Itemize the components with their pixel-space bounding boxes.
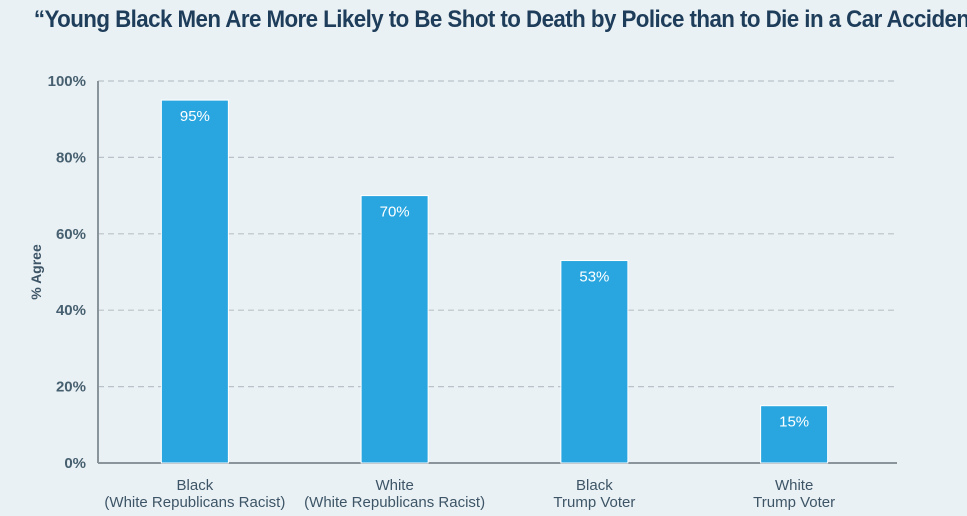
y-tick-label: 60% [56,226,86,243]
bar [360,195,429,464]
y-tick-label: 40% [56,302,86,319]
x-tick-label: Trump Voter [553,494,635,511]
bar [760,405,829,464]
y-tick-label: 100% [48,73,86,90]
y-tick-label: 0% [64,455,86,472]
x-tick-label: (White Republicans Racist) [104,494,285,511]
x-tick-label: Black [576,477,613,494]
y-axis-label: % Agree [28,244,44,300]
x-tick-label: White [375,477,413,494]
y-tick-label: 80% [56,149,86,166]
y-tick-label: 20% [56,379,86,396]
bar [560,260,629,464]
data-label: 53% [579,269,609,286]
chart-title: “Young Black Men Are More Likely to Be S… [33,6,967,33]
bar [160,99,229,464]
data-label: 95% [180,108,210,125]
x-tick-label: Trump Voter [753,494,835,511]
data-label: 15% [779,414,809,431]
x-tick-label: White [775,477,813,494]
x-tick-label: Black [177,477,214,494]
data-label: 70% [380,204,410,221]
x-tick-label: (White Republicans Racist) [304,494,485,511]
